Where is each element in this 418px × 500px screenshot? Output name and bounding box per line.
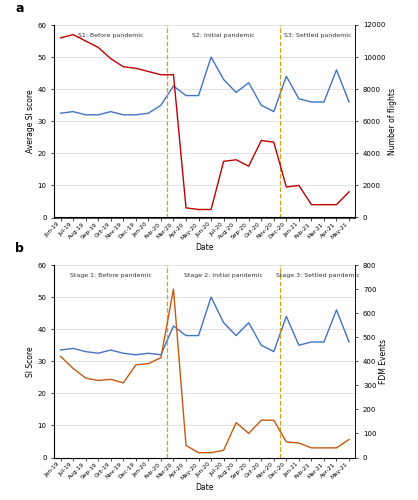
Text: Stage 2: Initial pandemic: Stage 2: Initial pandemic — [184, 273, 263, 278]
Text: a: a — [15, 2, 24, 16]
Text: S3: Settled pandemic: S3: Settled pandemic — [284, 33, 352, 38]
Y-axis label: FDM Events: FDM Events — [379, 338, 388, 384]
Legend: Average SI, Flights: Average SI, Flights — [147, 306, 263, 322]
Text: S1: Before pandemic: S1: Before pandemic — [78, 33, 143, 38]
Text: S2: Initial pandemic: S2: Initial pandemic — [192, 33, 255, 38]
Text: Stage 3: Settled pandemic: Stage 3: Settled pandemic — [276, 273, 359, 278]
Text: b: b — [15, 242, 24, 256]
X-axis label: Date: Date — [196, 484, 214, 492]
X-axis label: Date: Date — [196, 244, 214, 252]
Y-axis label: Number of flights: Number of flights — [388, 88, 397, 154]
Text: Stage 1: Before pandemic: Stage 1: Before pandemic — [70, 273, 152, 278]
Y-axis label: SI Score: SI Score — [26, 346, 35, 376]
Y-axis label: Average SI score: Average SI score — [26, 90, 35, 153]
